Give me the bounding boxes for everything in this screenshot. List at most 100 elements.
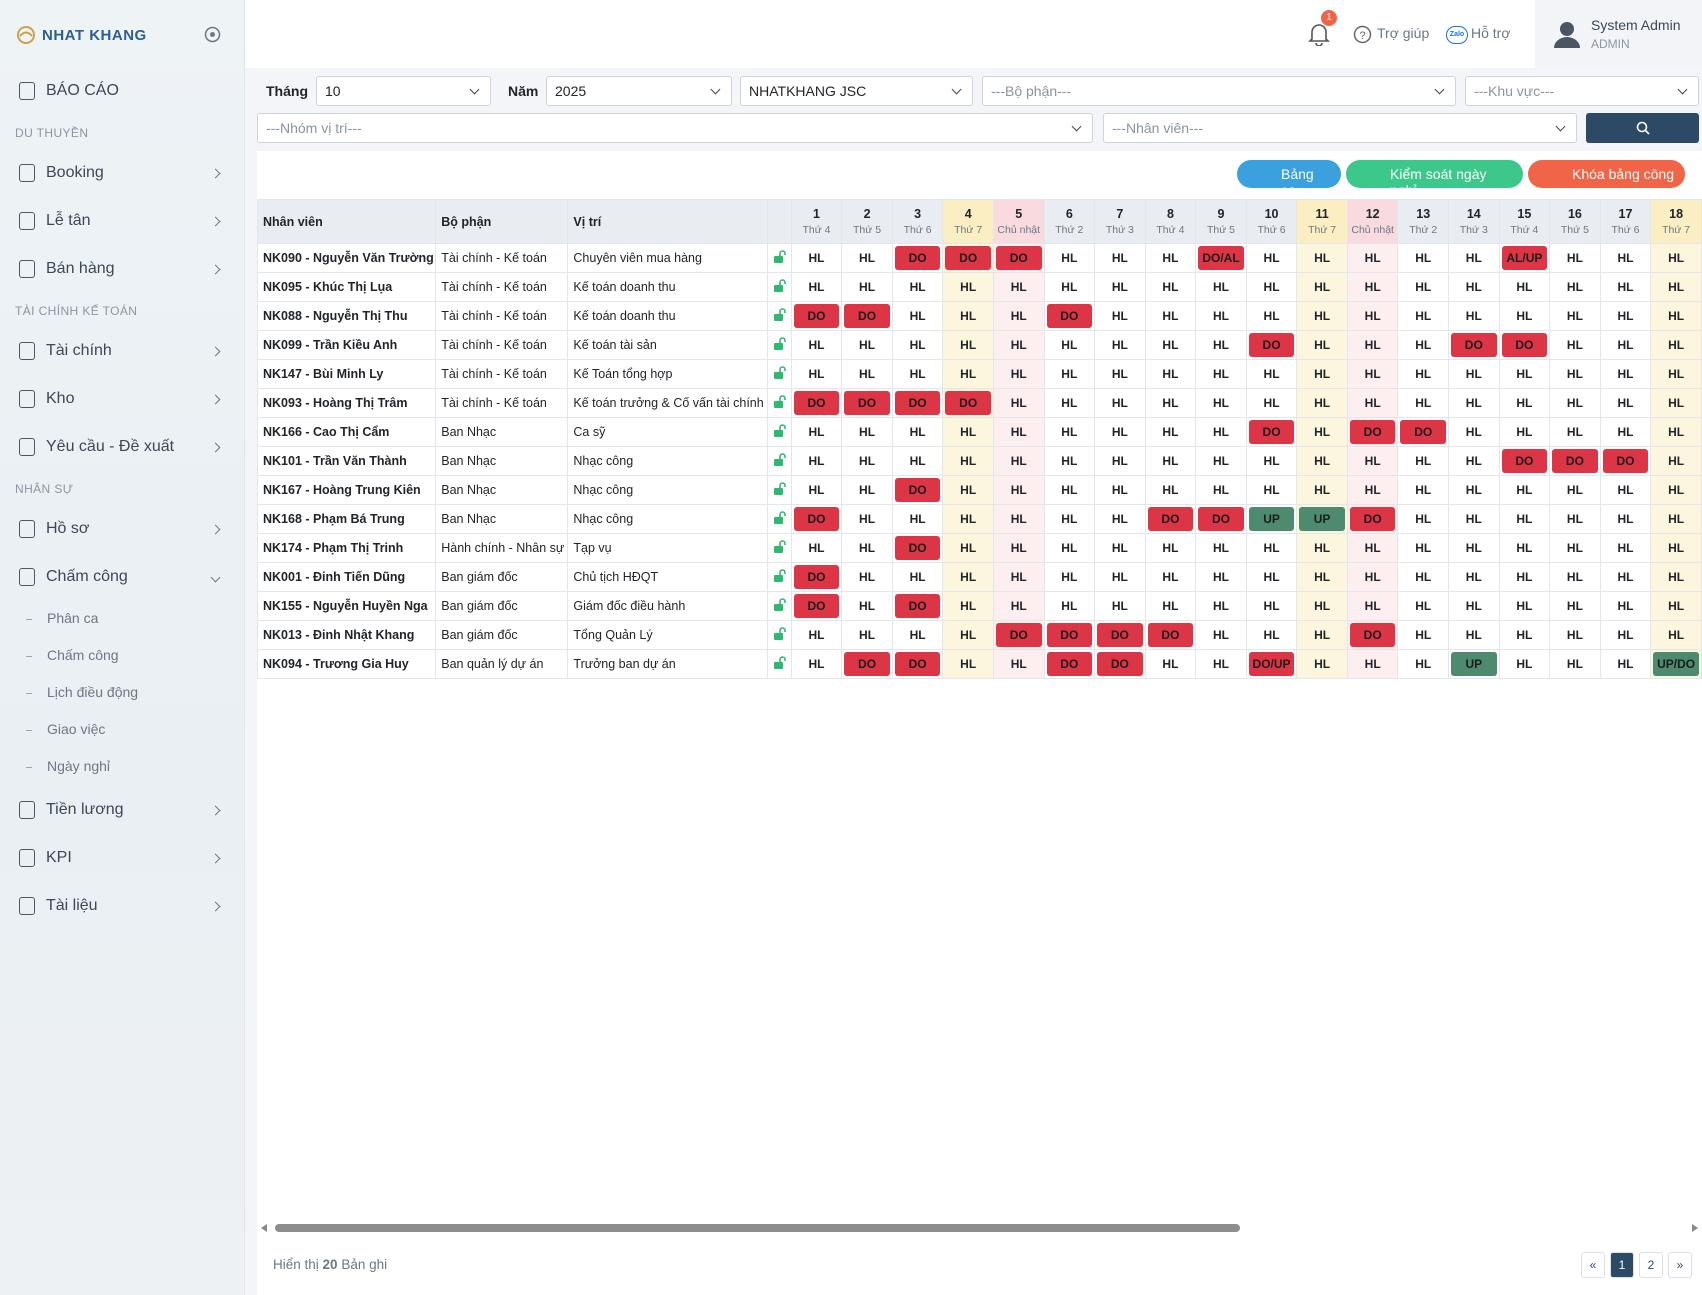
shift-chip[interactable]: DO [894,391,941,415]
shift-chip[interactable]: UP [1299,507,1345,531]
shift-chip[interactable]: DO [1349,507,1396,531]
shift-chip[interactable]: DO [894,536,941,560]
menu-item[interactable]: Kho [46,390,75,407]
employee-select[interactable]: ---Nhân viên--- [1103,113,1577,143]
shift-chip[interactable]: UP [1248,507,1295,531]
shift-chip[interactable]: DO [894,594,941,618]
unlock-icon[interactable] [773,656,786,669]
unlock-icon[interactable] [773,569,786,582]
position-group-select[interactable]: ---Nhóm vị trí--- [257,113,1093,143]
shift-chip[interactable]: UP [1451,652,1497,676]
search-button[interactable] [1586,113,1699,143]
submenu-item[interactable]: Giao việc [47,721,106,737]
menu-item[interactable]: KPI [46,849,72,866]
shift-chip[interactable]: AL/UP [1501,246,1548,270]
scroll-thumb[interactable] [275,1224,1240,1232]
shift-chip[interactable]: DO [1602,449,1649,473]
submenu-item[interactable]: Lịch điều động [47,684,139,700]
shift-chip[interactable]: DO [1198,507,1244,531]
shift-chip[interactable]: DO [793,391,840,415]
shift-chip[interactable]: DO [1248,333,1295,357]
support-link[interactable]: Hỗ trợ [1471,25,1511,41]
shift-chip[interactable]: DO [1147,623,1194,647]
submenu-item[interactable]: Chấm công [47,647,119,663]
menu-item[interactable]: Tài liệu [46,897,98,914]
scroll-right[interactable] [1692,1224,1698,1232]
unlock-icon[interactable] [773,366,786,379]
menu-item[interactable]: Bán hàng [46,260,115,277]
unlock-icon[interactable] [773,598,786,611]
shift-chip[interactable]: DO [945,391,991,415]
unlock-icon[interactable] [773,627,786,640]
shift-chip[interactable]: DO [1501,333,1548,357]
shift-chip[interactable]: DO [844,391,890,415]
menu-item[interactable]: Tiền lương [46,801,124,818]
shift-chip[interactable]: DO/UP [1248,652,1295,676]
shift-chip[interactable]: DO [945,246,991,270]
shift-chip[interactable]: DO [844,652,890,676]
area-select[interactable]: ---Khu vực--- [1465,76,1699,106]
shift-chip[interactable]: DO [1046,652,1093,676]
lock-timesheet-button[interactable]: Khóa bảng công [1528,160,1685,188]
year-select[interactable]: 2025 [546,76,732,106]
page-button[interactable]: « [1581,1252,1605,1278]
page-button[interactable]: » [1668,1252,1692,1278]
department-select[interactable]: ---Bộ phận--- [982,76,1456,106]
submenu-item[interactable]: Phân ca [47,610,99,626]
unlock-icon[interactable] [773,453,786,466]
shift-chip[interactable]: DO [793,507,840,531]
shift-chip[interactable]: DO [793,594,840,618]
submenu-item[interactable]: Ngày nghỉ [47,758,111,774]
notification-bell[interactable] [1308,22,1330,46]
unlock-icon[interactable] [773,279,786,292]
shift-chip[interactable]: DO [844,304,890,328]
shift-chip[interactable]: DO [1097,623,1143,647]
help-link[interactable]: Trợ giúp [1377,25,1430,41]
menu-item[interactable]: Lễ tân [46,212,91,229]
leave-control-button[interactable]: Kiểm soát ngày nghỉ [1346,160,1523,198]
shift-chip[interactable]: DO [1400,420,1447,444]
menu-item[interactable]: Tài chính [46,342,112,359]
unlock-icon[interactable] [773,395,786,408]
unlock-icon[interactable] [773,308,786,321]
horizontal-scrollbar[interactable] [257,1221,1702,1235]
scroll-left[interactable] [261,1224,267,1232]
page-button[interactable]: 2 [1639,1252,1663,1278]
shift-chip[interactable]: DO [1451,333,1497,357]
company-select[interactable]: NHATKHANG JSC [740,76,973,106]
shift-chip[interactable]: DO [1349,623,1396,647]
shift-chip[interactable]: DO [1248,420,1295,444]
shift-chip[interactable]: DO [995,623,1042,647]
shift-chip[interactable]: DO [894,246,941,270]
user-block[interactable]: System Admin ADMIN [1535,0,1702,68]
unlock-icon[interactable] [773,540,786,553]
shift-chip[interactable]: DO [1552,449,1598,473]
month-select[interactable]: 10 [316,76,491,106]
menu-item[interactable]: Booking [46,164,104,181]
shift-chip[interactable]: DO [1147,507,1194,531]
unlock-icon[interactable] [773,482,786,495]
collapse-toggle[interactable] [204,26,221,43]
menu-item[interactable]: Hồ sơ [46,520,90,537]
menu-item[interactable]: BÁO CÁO [46,82,119,99]
shift-chip[interactable]: DO [1501,449,1548,473]
unlock-icon[interactable] [773,424,786,437]
shift-chip[interactable]: UP/DO [1653,652,1699,676]
shift-table-button[interactable]: Bảng ca [1237,160,1341,198]
shift-chip[interactable]: DO [1097,652,1143,676]
unlock-icon[interactable] [773,337,786,350]
unlock-icon[interactable] [773,511,786,524]
shift-chip[interactable]: DO [1046,623,1093,647]
shift-chip[interactable]: DO [995,246,1042,270]
menu-item[interactable]: Yêu cầu - Đề xuất [46,438,175,455]
shift-chip[interactable]: DO/AL [1198,246,1244,270]
shift-chip[interactable]: DO [1349,420,1396,444]
shift-chip[interactable]: DO [793,304,840,328]
shift-chip[interactable]: DO [793,565,840,589]
shift-chip[interactable]: DO [894,478,941,502]
menu-item[interactable]: Chấm công [46,568,128,585]
shift-chip[interactable]: DO [1046,304,1093,328]
shift-chip[interactable]: DO [894,652,941,676]
unlock-icon[interactable] [773,250,786,263]
page-button[interactable]: 1 [1610,1252,1634,1278]
